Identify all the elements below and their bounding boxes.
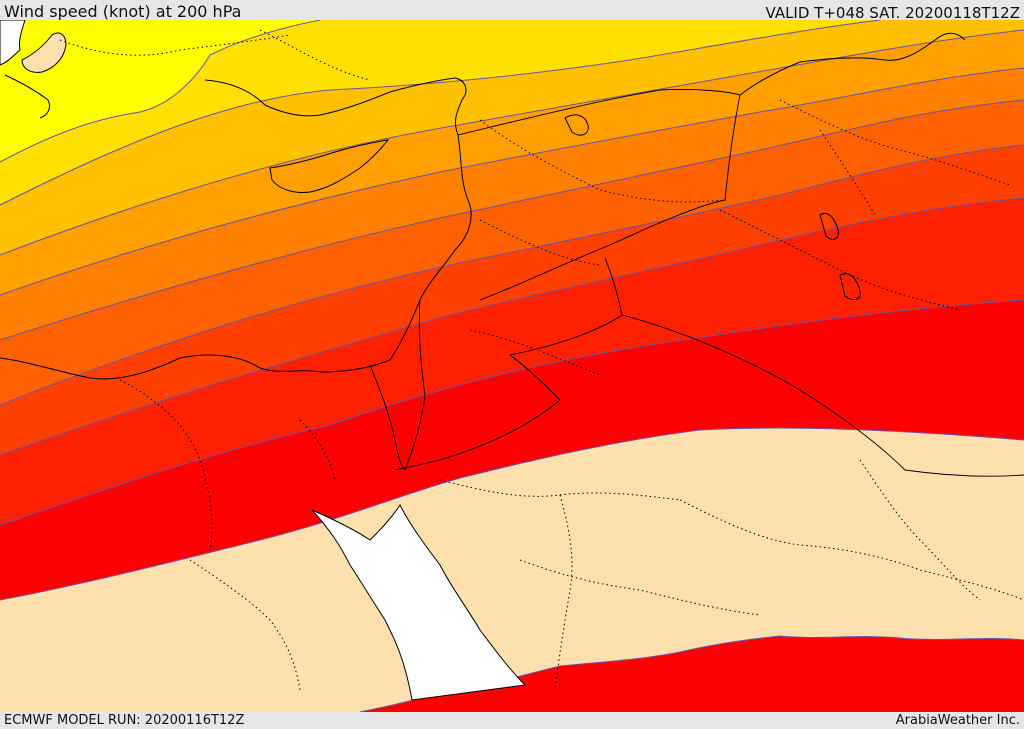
valid-time: VALID T+048 SAT. 20200118T12Z: [765, 4, 1020, 22]
footer-bar: [0, 712, 1024, 729]
borders: [369, 89, 1024, 477]
map-title: Wind speed (knot) at 200 hPa: [4, 2, 242, 21]
red-sea: [311, 504, 527, 701]
low-speed-region: [0, 428, 1024, 712]
model-run-label: ECMWF MODEL RUN: 20200116T12Z: [4, 713, 245, 728]
wind-speed-map: [0, 20, 1024, 712]
region-boundaries: [59, 29, 1024, 691]
credit-label: ArabiaWeather Inc.: [895, 713, 1020, 728]
band-2: [0, 20, 880, 205]
contour-lines: [0, 20, 1024, 712]
coastlines: [0, 32, 966, 380]
sea-areas: [0, 20, 527, 701]
islands: [21, 32, 67, 73]
aegean-sea-fragment: [0, 20, 26, 66]
header-bar: [0, 0, 1024, 20]
band-1: [0, 20, 320, 162]
wind-speed-bands: [0, 20, 1024, 712]
island-aegean: [21, 32, 67, 73]
